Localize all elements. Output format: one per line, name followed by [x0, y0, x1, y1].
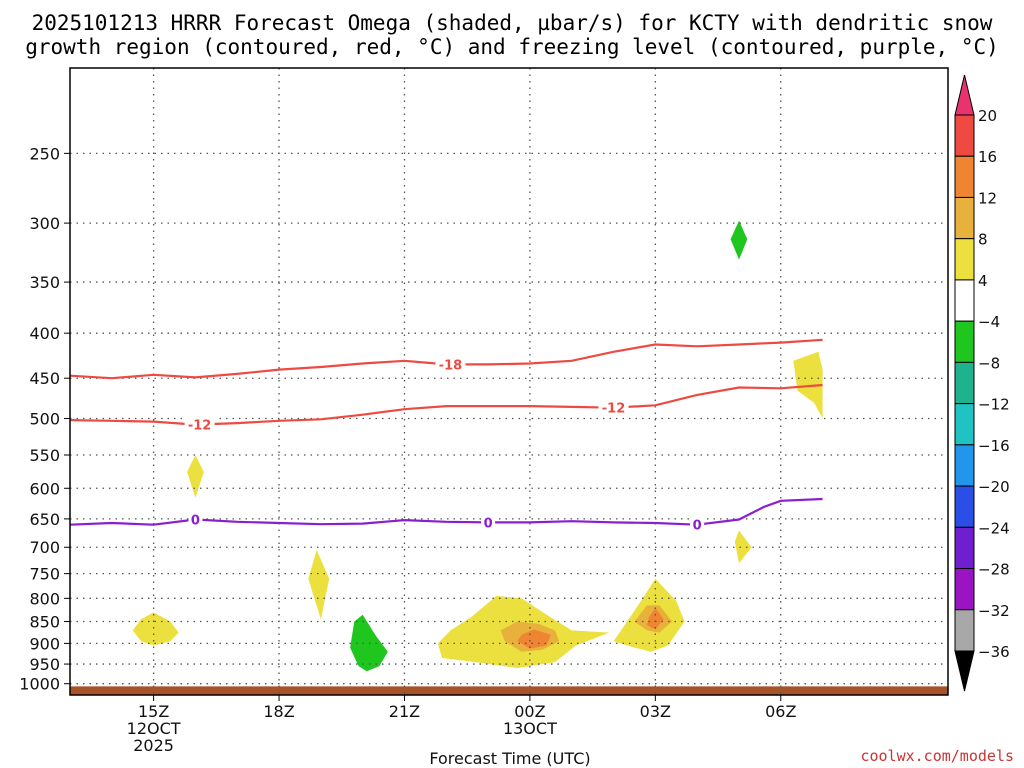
contour-label-freezing-2: 0 [484, 516, 493, 531]
colorbar-band [954, 196, 975, 240]
colorbar-band [954, 320, 975, 363]
omega-plus-4-14z [132, 612, 179, 646]
colorbar-label--4: −4 [978, 313, 1000, 331]
contour-label-freezing: 0 [191, 513, 200, 528]
freezing-level-line [69, 497, 823, 526]
omega-plus-4-05z [734, 530, 752, 564]
contour-label-freezing-3: 0 [693, 519, 702, 534]
y-tick-label-300: 300 [29, 214, 60, 233]
y-tick-label-950: 950 [29, 655, 60, 674]
colorbar-label-4: 4 [978, 272, 988, 290]
isotherm-minus-12-line [69, 383, 823, 426]
y-tick-label-850: 850 [29, 613, 60, 632]
y-tick-label-400: 400 [29, 324, 60, 343]
x-tick-label-18Z-0: 18Z [263, 702, 294, 721]
y-tick-label-550: 550 [29, 446, 60, 465]
contour-label-minus-12-b: -12 [602, 402, 626, 417]
terrain-band [70, 686, 948, 695]
colorbar-band [954, 526, 975, 570]
x-tick-label-15Z-0: 15Z [138, 702, 169, 721]
colorbar-label-8: 8 [978, 231, 988, 249]
omega-plus-12-03z [647, 607, 664, 630]
y-tick-label-600: 600 [29, 479, 60, 498]
y-tick-label-750: 750 [29, 565, 60, 584]
colorbar-label-12: 12 [978, 189, 997, 207]
colorbar-band [954, 155, 975, 198]
colorbar-band [954, 485, 975, 528]
chart-title-line-2: growth region (contoured, red, °C) and f… [25, 35, 999, 59]
contour-label-freezing-2-bg [481, 514, 496, 530]
x-tick-label-06Z-0: 06Z [765, 702, 796, 721]
colorbar-top-arrow [954, 74, 975, 116]
colorbar-label--24: −24 [978, 519, 1010, 537]
contour-label-minus-12: -12 [188, 418, 212, 433]
colorbar-band [954, 114, 975, 157]
colorbar-label--16: −16 [978, 437, 1010, 455]
contour-label-minus-12-bg [184, 416, 215, 432]
y-tick-label-450: 450 [29, 369, 60, 388]
omega-minus-8-05z [730, 220, 748, 260]
x-tick-label-15Z-2: 2025 [133, 736, 174, 755]
colorbar-label--28: −28 [978, 561, 1010, 579]
contour-label-minus-12-b-bg [598, 399, 629, 415]
x-axis-label: Forecast Time (UTC) [429, 749, 590, 768]
colorbar-band [954, 361, 975, 405]
x-tick-label-15Z-1: 12OCT [127, 719, 181, 738]
omega-plus-4-19z [308, 550, 330, 620]
x-tick-label-21Z-0: 21Z [389, 702, 420, 721]
plot-area: -18 -12 -12 0 0 0 250 300 350 400 450 500 550 600 650 7… [19, 67, 949, 755]
colorbar-band [954, 238, 975, 281]
x-tick-label-00Z-1: 13OCT [503, 719, 557, 738]
colorbar-label--36: −36 [978, 643, 1010, 661]
colorbar-label--32: −32 [978, 602, 1010, 620]
colorbar-label-16: 16 [978, 148, 997, 166]
colorbar: 20 16 12 8 4 −4 −8 −12 −16 −20 −24 −28 −32 −36 [954, 74, 1010, 692]
omega-plus-4-16z [187, 455, 204, 498]
omega-minus-8-20z [350, 614, 388, 672]
colorbar-band [954, 279, 975, 322]
colorbar-label--20: −20 [978, 478, 1010, 496]
x-tick-label-03Z-0: 03Z [640, 702, 671, 721]
contour-label-freezing-3-bg [690, 516, 705, 532]
chart-title-line-1: 2025101213 HRRR Forecast Omega (shaded, … [32, 11, 993, 35]
colorbar-band [954, 568, 975, 611]
y-tick-label-900: 900 [29, 634, 60, 653]
y-tick-label-800: 800 [29, 589, 60, 608]
colorbar-band [954, 403, 975, 446]
contour-label-freezing-bg [188, 511, 203, 527]
credit-link[interactable]: coolwx.com/models [860, 747, 1014, 765]
contour-label-minus-18: -18 [439, 358, 463, 373]
colorbar-label--12: −12 [978, 396, 1010, 414]
y-tick-label-650: 650 [29, 510, 60, 529]
contour-label-minus-18-bg [435, 356, 466, 372]
y-tick-label-700: 700 [29, 538, 60, 557]
y-tick-label-250: 250 [29, 144, 60, 163]
x-tick-label-00Z-0: 00Z [514, 702, 545, 721]
colorbar-label--8: −8 [978, 354, 1000, 372]
y-tick-label-1000: 1000 [19, 675, 60, 694]
colorbar-bottom-arrow [954, 650, 975, 692]
plot-border [69, 67, 949, 696]
colorbar-label-20: 20 [978, 107, 997, 125]
colorbar-band [954, 609, 975, 652]
colorbar-band [954, 444, 975, 487]
y-tick-label-350: 350 [29, 273, 60, 292]
y-tick-label-500: 500 [29, 410, 60, 429]
